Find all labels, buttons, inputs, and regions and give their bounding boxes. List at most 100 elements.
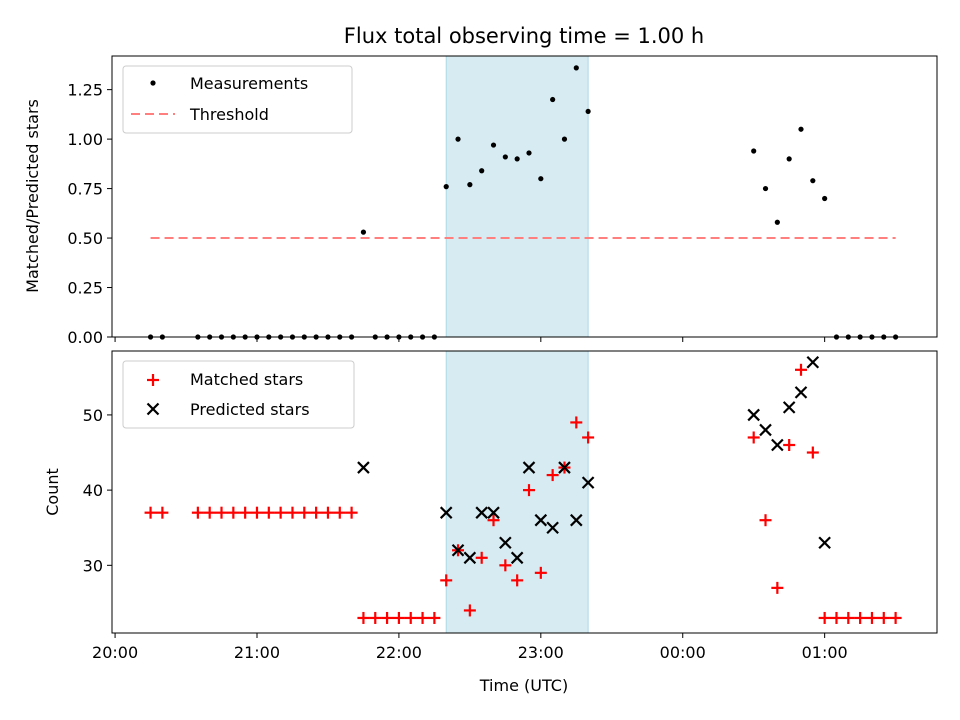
- matched-star-marker: [239, 506, 252, 519]
- measurement-point: [443, 184, 449, 190]
- predicted-star-marker: [357, 461, 370, 474]
- matched-star-marker: [794, 363, 807, 376]
- measurement-point: [455, 136, 461, 142]
- predicted-star-marker: [806, 356, 820, 369]
- x-tick-label: 22:00: [376, 643, 422, 662]
- matched-star-marker: [865, 611, 878, 624]
- matched-star-marker: [463, 604, 476, 617]
- chart-title: Flux total observing time = 1.00 h: [344, 24, 704, 48]
- predicted-star-marker: [794, 386, 808, 399]
- matched-star-marker: [487, 514, 500, 527]
- measurement-point: [490, 142, 497, 148]
- predicted-star-marker: [534, 513, 548, 527]
- matched-star-marker: [381, 611, 394, 624]
- bottom-y-tick-label: 50: [83, 406, 103, 425]
- matched-star-marker: [333, 506, 346, 519]
- matched-star-marker: [783, 439, 796, 451]
- bottom-shaded-span: [445, 350, 589, 634]
- matched-star-marker: [392, 611, 405, 624]
- measurement-point: [538, 176, 544, 182]
- top-x-ticks: [114, 337, 826, 342]
- bottom-panel: 30 40 50 20:00 21:00 22:00 23:00 00:00 01:00 Co…: [43, 350, 938, 695]
- measurement-points-layer: [147, 65, 899, 340]
- top-shaded-span-layer: [445, 55, 589, 338]
- legend-label-measurements: Measurements: [190, 74, 308, 93]
- predicted-star-marker: [510, 551, 524, 565]
- x-axis-label: Time (UTC): [479, 676, 568, 695]
- matched-star-marker: [203, 506, 216, 519]
- legend-label-threshold: Threshold: [189, 105, 269, 124]
- legend-marker-predicted-stars: [146, 402, 160, 416]
- matched-star-marker: [818, 611, 831, 624]
- bottom-axes-frame: [111, 350, 938, 634]
- top-y-tick-label: 1.00: [67, 130, 103, 149]
- matched-star-marker: [286, 506, 299, 519]
- measurement-point: [467, 182, 473, 188]
- top-y-tick-label: 0.75: [67, 180, 103, 199]
- matched-star-marker: [522, 484, 535, 497]
- matched-star-marker: [215, 506, 228, 519]
- matched-star-marker: [546, 469, 559, 482]
- x-tick-label: 01:00: [802, 643, 848, 662]
- measurement-point: [526, 150, 532, 156]
- matched-star-marker: [854, 611, 867, 624]
- matched-star-marker: [191, 506, 204, 519]
- bottom-legend-box: [122, 360, 355, 429]
- measurement-point: [360, 229, 367, 235]
- predicted-star-marker: [558, 461, 571, 474]
- measurement-point: [479, 168, 485, 174]
- matched-star-marker: [321, 506, 334, 519]
- predicted-star-marker: [522, 461, 536, 474]
- matched-star-marker: [227, 506, 240, 519]
- matched-star-marker: [842, 611, 855, 624]
- matched-star-marker: [416, 611, 429, 624]
- measurement-point: [762, 185, 769, 192]
- measurement-point: [822, 195, 828, 202]
- measurement-point: [751, 148, 757, 154]
- matched-star-marker: [345, 506, 358, 519]
- predicted-star-marker: [451, 544, 465, 557]
- top-shaded-span: [445, 55, 589, 338]
- top-y-tick-label: 1.25: [67, 81, 103, 100]
- matched-star-marker: [144, 506, 157, 519]
- measurement-point: [774, 219, 780, 225]
- bottom-y-tick-label: 40: [83, 481, 103, 500]
- bottom-legend: Matched stars Predicted stars: [122, 360, 355, 429]
- matched-star-marker: [274, 506, 287, 519]
- matched-star-marker: [369, 611, 382, 624]
- matched-star-marker: [747, 431, 760, 444]
- matched-star-marker: [759, 514, 772, 527]
- matched-star-marker: [404, 611, 417, 624]
- matched-star-marker: [357, 611, 370, 624]
- matched-star-marker: [771, 581, 784, 594]
- legend-label-predicted-stars: Predicted stars: [190, 400, 310, 419]
- matched-star-marker: [310, 506, 323, 519]
- measurement-point: [550, 96, 556, 103]
- measurement-point: [798, 126, 804, 132]
- top-y-tick-label: 0.00: [67, 328, 103, 347]
- top-legend-box: [122, 65, 353, 134]
- predicted-star-marker: [771, 438, 784, 452]
- predicted-star-marker: [570, 513, 583, 527]
- predicted-star-marker: [759, 423, 772, 437]
- measurement-point: [502, 154, 508, 160]
- top-y-tick-label: 0.25: [67, 279, 103, 298]
- measurement-point: [561, 136, 568, 142]
- matched-star-marker: [298, 506, 311, 519]
- top-panel: 0.00 0.25 0.50 0.75 1.00 1.25 Matched/Predict…: [23, 55, 938, 347]
- predicted-star-marker: [463, 551, 477, 565]
- matched-star-marker: [877, 611, 890, 624]
- matched-star-marker: [156, 506, 169, 519]
- measurement-point: [810, 178, 816, 184]
- bottom-y-ticks: 30 40 50: [83, 406, 112, 575]
- x-tick-label: 00:00: [660, 643, 706, 662]
- predicted-star-marker: [475, 506, 488, 519]
- predicted-star-marker: [499, 536, 512, 550]
- x-tick-label: 21:00: [234, 643, 280, 662]
- matched-star-marker: [428, 611, 441, 624]
- top-y-axis-label: Matched/Predicted stars: [23, 99, 42, 293]
- matched-star-marker: [499, 559, 512, 572]
- matched-star-marker: [534, 566, 547, 579]
- predicted-star-marker: [546, 521, 559, 534]
